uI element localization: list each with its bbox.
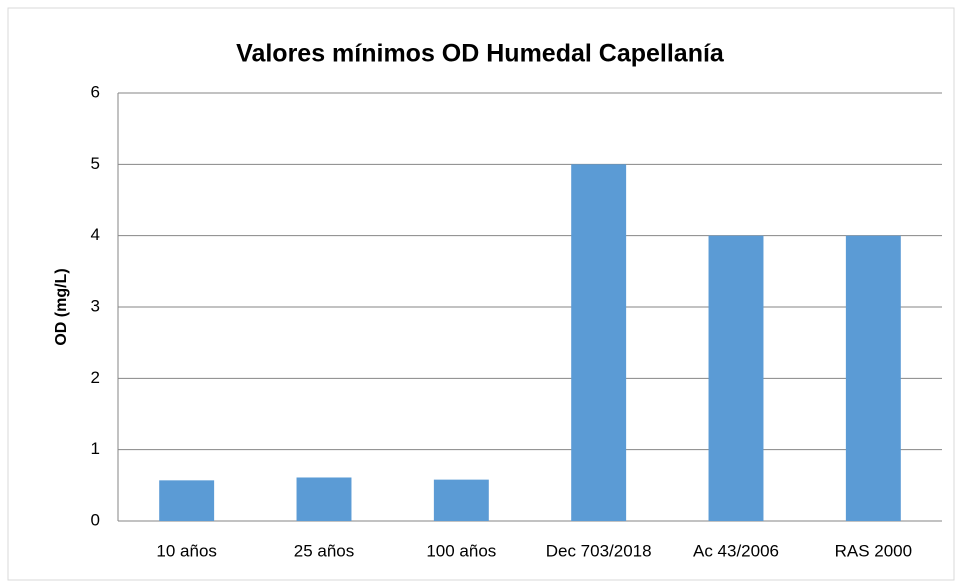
bar (296, 477, 352, 521)
x-tick-label: 10 años (156, 541, 217, 560)
bar (159, 480, 215, 521)
bar (433, 479, 489, 521)
y-tick-label: 6 (91, 82, 100, 101)
bar (845, 235, 901, 521)
y-tick-label: 5 (91, 154, 100, 173)
x-tick-label: RAS 2000 (835, 541, 913, 560)
y-tick-label: 4 (91, 225, 100, 244)
chart-title: Valores mínimos OD Humedal Capellanía (236, 40, 725, 68)
y-tick-label: 1 (91, 439, 100, 458)
y-axis-label: OD (mg/L) (53, 268, 70, 345)
x-tick-label: 100 años (426, 541, 496, 560)
y-tick-label: 3 (91, 296, 100, 315)
x-tick-label: Ac 43/2006 (693, 541, 779, 560)
y-tick-label: 0 (91, 510, 100, 529)
bar (571, 164, 627, 522)
bar (708, 235, 764, 521)
x-tick-label: Dec 703/2018 (546, 541, 652, 560)
y-tick-label: 2 (91, 368, 100, 387)
x-tick-label: 25 años (294, 541, 355, 560)
